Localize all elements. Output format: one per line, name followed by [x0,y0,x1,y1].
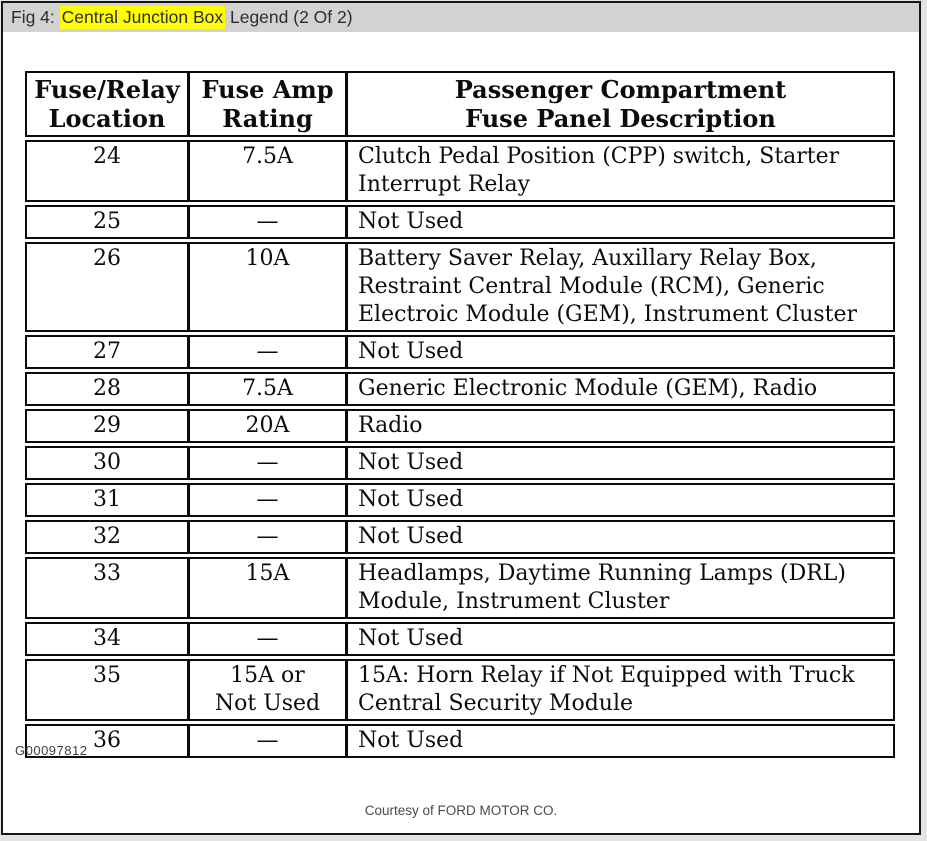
cell-description: Headlamps, Daytime Running Lamps (DRL) M… [358,561,846,614]
table-row: 36 — Not Used [25,724,895,758]
cell-amp-rating: 15A [190,559,348,617]
cell-amp-rating: 7.5A [190,374,348,404]
table-row: 29 20A Radio [25,409,895,443]
table-row: 25 — Not Used [25,205,895,239]
table-row: 34 — Not Used [25,622,895,656]
table-row: 27 — Not Used [25,335,895,369]
cell-fuse-location: 28 [27,374,190,404]
table-row: 26 10A Battery Saver Relay, Auxillary Re… [25,242,895,332]
cell-fuse-location: 32 [27,522,190,552]
column-header-fuse-panel-description: Passenger Compartment Fuse Panel Descrip… [454,75,787,133]
cell-description: Not Used [358,339,464,364]
cell-amp-rating: 20A [190,411,348,441]
cell-description: Not Used [358,450,464,475]
cell-amp-rating: 15A or Not Used [190,661,348,719]
table-row: 28 7.5A Generic Electronic Module (GEM),… [25,372,895,406]
cell-description: Generic Electronic Module (GEM), Radio [358,376,818,401]
cell-description: 15A: Horn Relay if Not Equipped with Tru… [358,663,855,716]
table-row: 33 15A Headlamps, Daytime Running Lamps … [25,557,895,619]
cell-fuse-location: 26 [27,244,190,330]
cell-fuse-location: 27 [27,337,190,367]
cell-fuse-location: 33 [27,559,190,617]
figure-id: G00097812 [15,743,88,758]
cell-description: Not Used [358,524,464,549]
table-row: 30 — Not Used [25,446,895,480]
cell-description: Not Used [358,626,464,651]
cell-fuse-location: 24 [27,142,190,200]
column-header-fuse-relay-location: Fuse/Relay Location [27,73,190,135]
cell-amp-rating: 10A [190,244,348,330]
cell-amp-rating: — [190,448,348,478]
search-highlight: Central Junction Box [59,6,226,29]
table-header-row: Fuse/Relay Location Fuse Amp Rating Pass… [25,71,895,137]
table-row: 35 15A or Not Used 15A: Horn Relay if No… [25,659,895,721]
cell-fuse-location: 36 [27,726,190,756]
cell-amp-rating: — [190,485,348,515]
cell-description: Radio [358,413,423,438]
cell-fuse-location: 34 [27,624,190,654]
column-header-fuse-amp-rating: Fuse Amp Rating [190,73,348,135]
cell-description: Not Used [358,728,464,753]
fuse-panel-legend-table: Fuse/Relay Location Fuse Amp Rating Pass… [25,71,895,761]
cell-description: Not Used [358,209,464,234]
table-row: 31 — Not Used [25,483,895,517]
cell-amp-rating: — [190,207,348,237]
table-row: 24 7.5A Clutch Pedal Position (CPP) swit… [25,140,895,202]
caption-prefix: Fig 4: [11,7,60,27]
caption-suffix: Legend (2 Of 2) [225,7,353,27]
cell-amp-rating: — [190,624,348,654]
courtesy-note: Courtesy of FORD MOTOR CO. [364,803,558,818]
cell-fuse-location: 29 [27,411,190,441]
cell-description: Battery Saver Relay, Auxillary Relay Box… [358,246,858,327]
cell-description: Clutch Pedal Position (CPP) switch, Star… [358,144,840,197]
cell-fuse-location: 35 [27,661,190,719]
cell-amp-rating: 7.5A [190,142,348,200]
figure-caption-bar: Fig 4: Central Junction Box Legend (2 Of… [3,3,919,32]
table-row: 32 — Not Used [25,520,895,554]
cell-amp-rating: — [190,337,348,367]
cell-amp-rating: — [190,522,348,552]
cell-fuse-location: 30 [27,448,190,478]
cell-fuse-location: 25 [27,207,190,237]
cell-fuse-location: 31 [27,485,190,515]
table-body: 24 7.5A Clutch Pedal Position (CPP) swit… [25,140,895,758]
cell-description: Not Used [358,487,464,512]
cell-amp-rating: — [190,726,348,756]
